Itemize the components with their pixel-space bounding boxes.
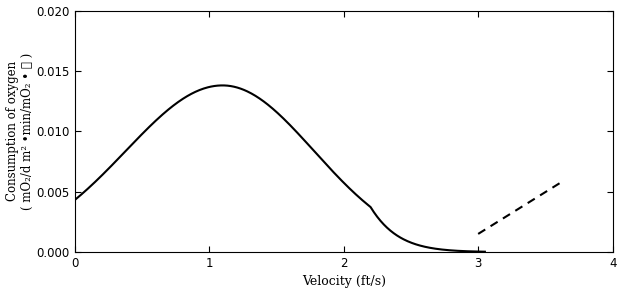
X-axis label: Velocity (ft/s): Velocity (ft/s) <box>302 275 386 288</box>
Y-axis label: Consumption of oxygen
( mO₂/d m² •min/mO₂ • ℓ ): Consumption of oxygen ( mO₂/d m² •min/mO… <box>6 53 34 210</box>
